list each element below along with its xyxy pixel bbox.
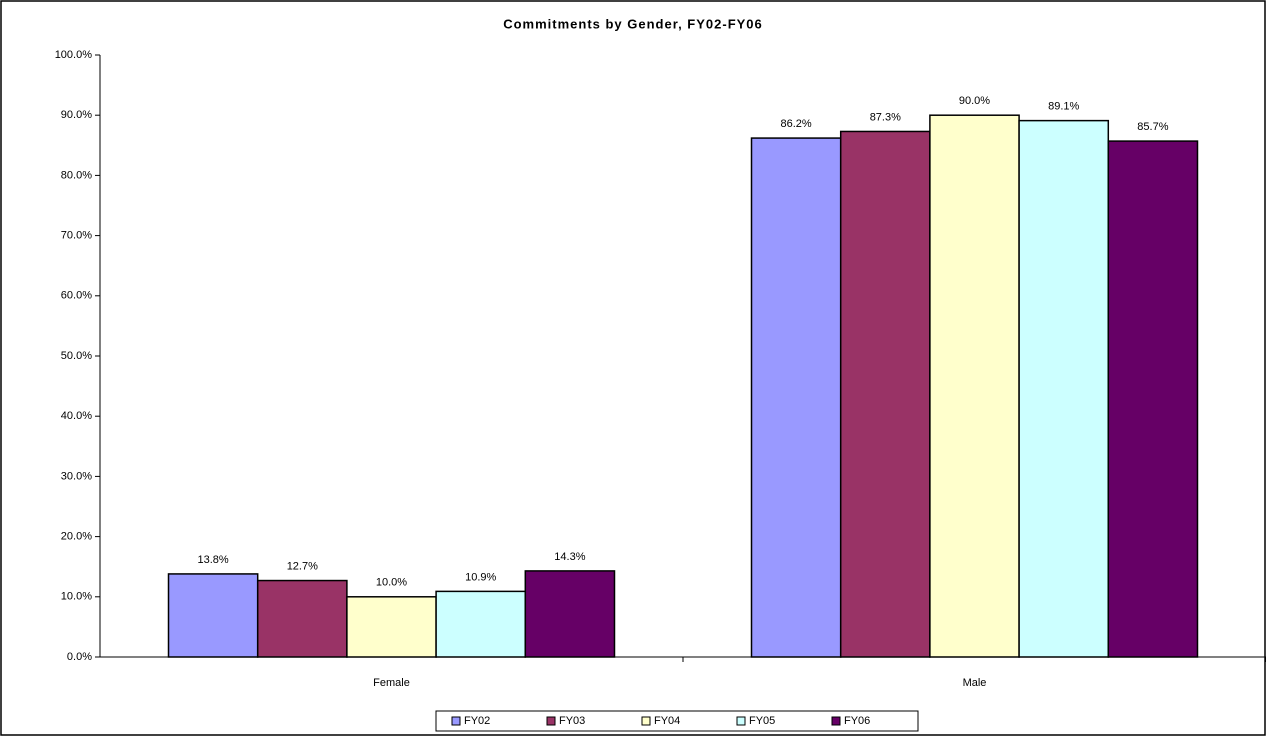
value-label: 14.3% [554,551,585,563]
legend-label: FY04 [654,715,680,727]
legend-swatch [451,716,461,726]
bar [929,114,1020,658]
x-tick-label: Male [963,677,987,689]
legend-swatch [736,716,746,726]
x-tick-label: Female [373,677,410,689]
legend-swatch [831,716,841,726]
y-tick-label: 30.0% [61,470,92,482]
y-tick-label: 50.0% [61,350,92,362]
y-tick-label: 20.0% [61,531,92,543]
value-label: 10.0% [376,577,407,589]
y-tick-label: 0.0% [67,651,92,663]
y-tick-label: 90.0% [61,109,92,121]
value-label: 12.7% [287,560,318,572]
value-label: 87.3% [870,111,901,123]
bar [750,137,842,658]
value-label: 13.8% [198,554,229,566]
bar [1018,119,1110,658]
bar [524,570,616,658]
value-label: 85.7% [1137,121,1168,133]
y-tick-label: 70.0% [61,230,92,242]
value-label: 86.2% [781,118,812,130]
legend-box [435,710,919,732]
value-label: 90.0% [959,95,990,107]
bar [167,573,259,658]
y-tick-label: 10.0% [61,591,92,603]
bar [1107,140,1199,658]
chart-title: Commitments by Gender, FY02-FY06 [503,16,763,31]
legend-label: FY06 [844,715,870,727]
y-tick-label: 80.0% [61,169,92,181]
bar [346,596,437,658]
bar [256,579,348,658]
value-label: 89.1% [1048,101,1079,113]
value-label: 10.9% [465,571,496,583]
legend-label: FY03 [559,715,585,727]
legend-swatch [641,716,651,726]
bar [435,590,527,658]
legend-label: FY02 [464,715,490,727]
legend-label: FY05 [749,715,775,727]
legend-swatch [546,716,556,726]
y-tick-label: 40.0% [61,410,92,422]
bar [839,130,931,658]
y-tick-label: 60.0% [61,290,92,302]
y-tick-label: 100.0% [55,49,93,61]
